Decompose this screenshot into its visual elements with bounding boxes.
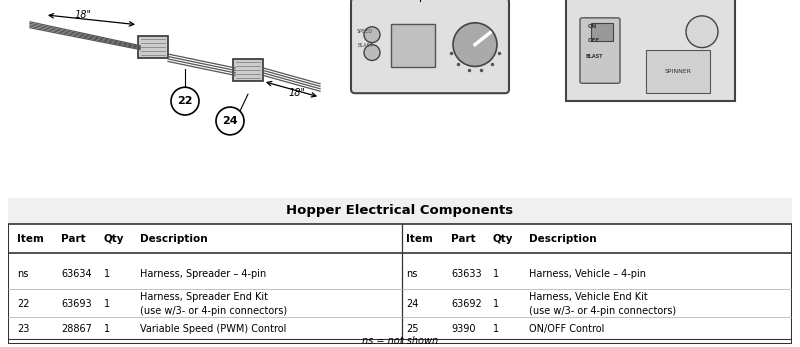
Text: 1: 1 [493, 299, 498, 309]
Text: 9390: 9390 [451, 324, 475, 334]
Text: 1: 1 [493, 324, 498, 334]
Text: 24: 24 [222, 116, 238, 126]
Circle shape [364, 45, 380, 60]
Text: BLAST: BLAST [586, 53, 603, 59]
Text: 63692: 63692 [451, 299, 482, 309]
Text: Item: Item [406, 234, 433, 244]
FancyBboxPatch shape [391, 24, 435, 67]
Circle shape [216, 107, 244, 135]
Text: Part: Part [451, 234, 475, 244]
FancyBboxPatch shape [8, 198, 792, 224]
Text: OFF: OFF [588, 37, 600, 43]
Circle shape [171, 87, 199, 115]
Text: 28867: 28867 [62, 324, 92, 334]
Text: 1: 1 [104, 324, 110, 334]
Text: (use w/3- or 4-pin connectors): (use w/3- or 4-pin connectors) [530, 306, 677, 316]
Text: (use w/3- or 4-pin connectors): (use w/3- or 4-pin connectors) [140, 306, 287, 316]
Text: ns: ns [406, 269, 418, 279]
Text: SPEED: SPEED [357, 29, 373, 34]
Text: 24: 24 [406, 299, 418, 309]
Text: 25: 25 [406, 324, 418, 334]
FancyBboxPatch shape [8, 198, 792, 344]
Text: 22: 22 [18, 299, 30, 309]
FancyBboxPatch shape [566, 0, 735, 101]
Circle shape [686, 16, 718, 48]
Text: 18": 18" [289, 88, 306, 98]
FancyBboxPatch shape [351, 0, 509, 93]
Text: 1: 1 [493, 269, 498, 279]
Circle shape [364, 27, 380, 43]
Text: ns = not shown: ns = not shown [362, 336, 438, 346]
Text: 63693: 63693 [62, 299, 92, 309]
Text: Part: Part [62, 234, 86, 244]
Text: Qty: Qty [493, 234, 513, 244]
Text: Harness, Spreader End Kit: Harness, Spreader End Kit [140, 292, 268, 302]
FancyBboxPatch shape [580, 18, 620, 83]
Text: BLAST: BLAST [357, 43, 373, 48]
Text: ON/OFF Control: ON/OFF Control [530, 324, 605, 334]
Text: Item: Item [18, 234, 44, 244]
Text: Hopper Electrical Components: Hopper Electrical Components [286, 204, 514, 218]
Text: Qty: Qty [104, 234, 124, 244]
Text: Description: Description [140, 234, 207, 244]
Text: 63633: 63633 [451, 269, 482, 279]
Text: ns: ns [18, 269, 29, 279]
Text: Harness, Spreader – 4-pin: Harness, Spreader – 4-pin [140, 269, 266, 279]
Text: ON: ON [588, 24, 598, 29]
Text: 1: 1 [104, 269, 110, 279]
FancyBboxPatch shape [233, 59, 263, 81]
Circle shape [453, 23, 497, 66]
Text: 23: 23 [18, 324, 30, 334]
Text: Harness, Vehicle End Kit: Harness, Vehicle End Kit [530, 292, 648, 302]
Text: Variable Speed (PWM) Control: Variable Speed (PWM) Control [140, 324, 286, 334]
Text: Harness, Vehicle – 4-pin: Harness, Vehicle – 4-pin [530, 269, 646, 279]
Text: 1: 1 [104, 299, 110, 309]
Text: 18": 18" [74, 10, 91, 20]
Text: 63634: 63634 [62, 269, 92, 279]
FancyBboxPatch shape [591, 23, 613, 41]
FancyBboxPatch shape [138, 36, 168, 58]
Text: SPINNER: SPINNER [665, 69, 691, 74]
Text: 22: 22 [178, 96, 193, 106]
Text: Description: Description [530, 234, 597, 244]
